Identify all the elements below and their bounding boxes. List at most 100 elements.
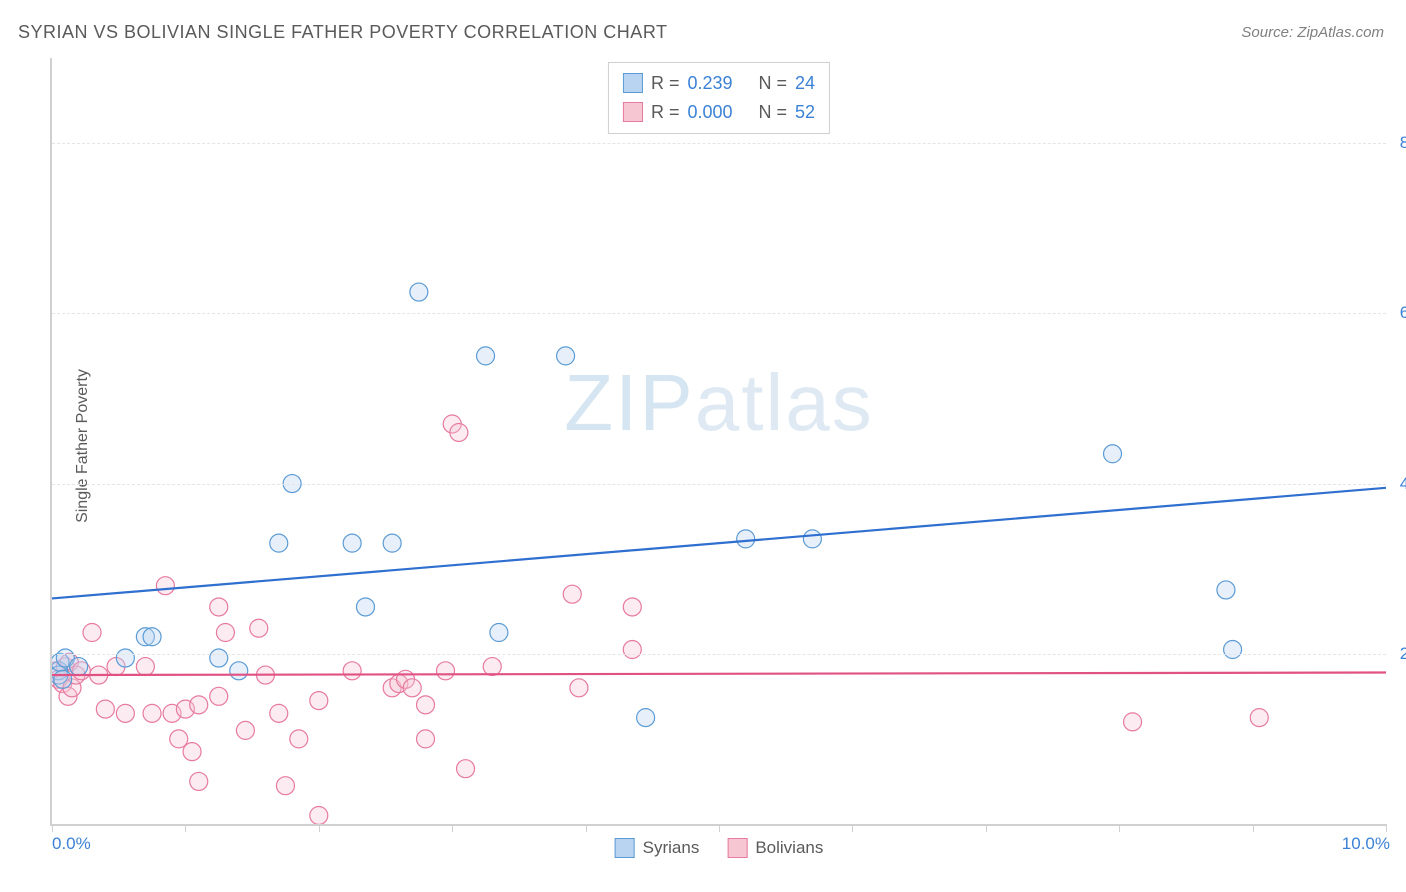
data-point	[276, 777, 294, 795]
data-point	[70, 658, 88, 676]
swatch-bolivians	[623, 102, 643, 122]
data-point	[1124, 713, 1142, 731]
data-point	[570, 679, 588, 697]
data-point	[1224, 641, 1242, 659]
data-point	[270, 534, 288, 552]
data-point	[96, 700, 114, 718]
data-point	[397, 670, 415, 688]
data-point	[156, 577, 174, 595]
data-point	[190, 696, 208, 714]
data-point	[72, 662, 90, 680]
n-value-bolivians: 52	[795, 98, 815, 127]
data-point	[183, 743, 201, 761]
data-point	[52, 662, 68, 680]
data-point	[457, 760, 475, 778]
data-point	[210, 649, 228, 667]
data-point	[637, 709, 655, 727]
x-tick	[1119, 824, 1120, 832]
data-point	[250, 619, 268, 637]
source-value: ZipAtlas.com	[1297, 24, 1384, 41]
data-point	[270, 704, 288, 722]
n-value-syrians: 24	[795, 69, 815, 98]
data-point	[450, 423, 468, 441]
data-point	[1217, 581, 1235, 599]
swatch-syrians	[623, 73, 643, 93]
y-tick-label: 20.0%	[1400, 644, 1406, 664]
x-tick	[1386, 824, 1387, 832]
data-point	[343, 534, 361, 552]
data-point	[52, 666, 68, 684]
data-point	[67, 666, 85, 684]
legend-label-syrians: Syrians	[643, 838, 700, 858]
data-point	[136, 628, 154, 646]
data-point	[256, 666, 274, 684]
swatch-syrians-bottom	[615, 838, 635, 858]
data-point	[437, 662, 455, 680]
data-point	[90, 666, 108, 684]
data-point	[236, 721, 254, 739]
data-point	[410, 283, 428, 301]
data-point	[403, 679, 421, 697]
legend-row-syrians: R = 0.239 N = 24	[623, 69, 815, 98]
data-point	[343, 662, 361, 680]
r-label: R =	[651, 98, 680, 127]
source-attribution: Source: ZipAtlas.com	[1241, 24, 1384, 41]
data-point	[52, 653, 69, 671]
trend-line	[52, 673, 1386, 676]
data-point	[356, 598, 374, 616]
data-point	[56, 649, 74, 667]
watermark-bold: ZIP	[564, 358, 694, 447]
data-point	[737, 530, 755, 548]
chart-svg	[52, 58, 1386, 824]
y-tick-label: 60.0%	[1400, 303, 1406, 323]
data-point	[383, 679, 401, 697]
data-point	[56, 658, 74, 676]
x-tick	[986, 824, 987, 832]
legend-row-bolivians: R = 0.000 N = 52	[623, 98, 815, 127]
gridline	[52, 484, 1386, 485]
data-point	[107, 658, 125, 676]
x-tick	[452, 824, 453, 832]
x-tick-label: 0.0%	[52, 834, 91, 854]
y-tick-label: 80.0%	[1400, 133, 1406, 153]
data-point	[290, 730, 308, 748]
data-point	[623, 598, 641, 616]
x-tick	[319, 824, 320, 832]
data-point	[216, 624, 234, 642]
data-point	[490, 624, 508, 642]
data-point	[54, 670, 72, 688]
data-point	[310, 806, 328, 824]
legend-item-bolivians: Bolivians	[727, 838, 823, 858]
data-point	[557, 347, 575, 365]
data-point	[210, 598, 228, 616]
data-point	[803, 530, 821, 548]
x-tick	[52, 824, 53, 832]
data-point	[176, 700, 194, 718]
x-tick-label: 10.0%	[1342, 834, 1390, 854]
x-tick	[586, 824, 587, 832]
data-point	[210, 687, 228, 705]
data-point	[417, 696, 435, 714]
x-tick	[852, 824, 853, 832]
n-label: N =	[759, 69, 788, 98]
data-point	[1104, 445, 1122, 463]
trend-line	[52, 488, 1386, 599]
x-tick	[1253, 824, 1254, 832]
x-tick	[185, 824, 186, 832]
data-point	[60, 653, 78, 671]
x-tick	[719, 824, 720, 832]
data-point	[143, 628, 161, 646]
data-point	[417, 730, 435, 748]
data-point	[310, 692, 328, 710]
r-value-syrians: 0.239	[687, 69, 732, 98]
plot-area: ZIPatlas R = 0.239 N = 24 R = 0.000 N = …	[50, 58, 1386, 826]
y-tick-label: 40.0%	[1400, 474, 1406, 494]
data-point	[623, 641, 641, 659]
chart-title: SYRIAN VS BOLIVIAN SINGLE FATHER POVERTY…	[18, 22, 667, 43]
data-point	[483, 658, 501, 676]
watermark: ZIPatlas	[564, 357, 873, 449]
legend-label-bolivians: Bolivians	[755, 838, 823, 858]
data-point	[390, 675, 408, 693]
data-point	[170, 730, 188, 748]
data-point	[190, 772, 208, 790]
